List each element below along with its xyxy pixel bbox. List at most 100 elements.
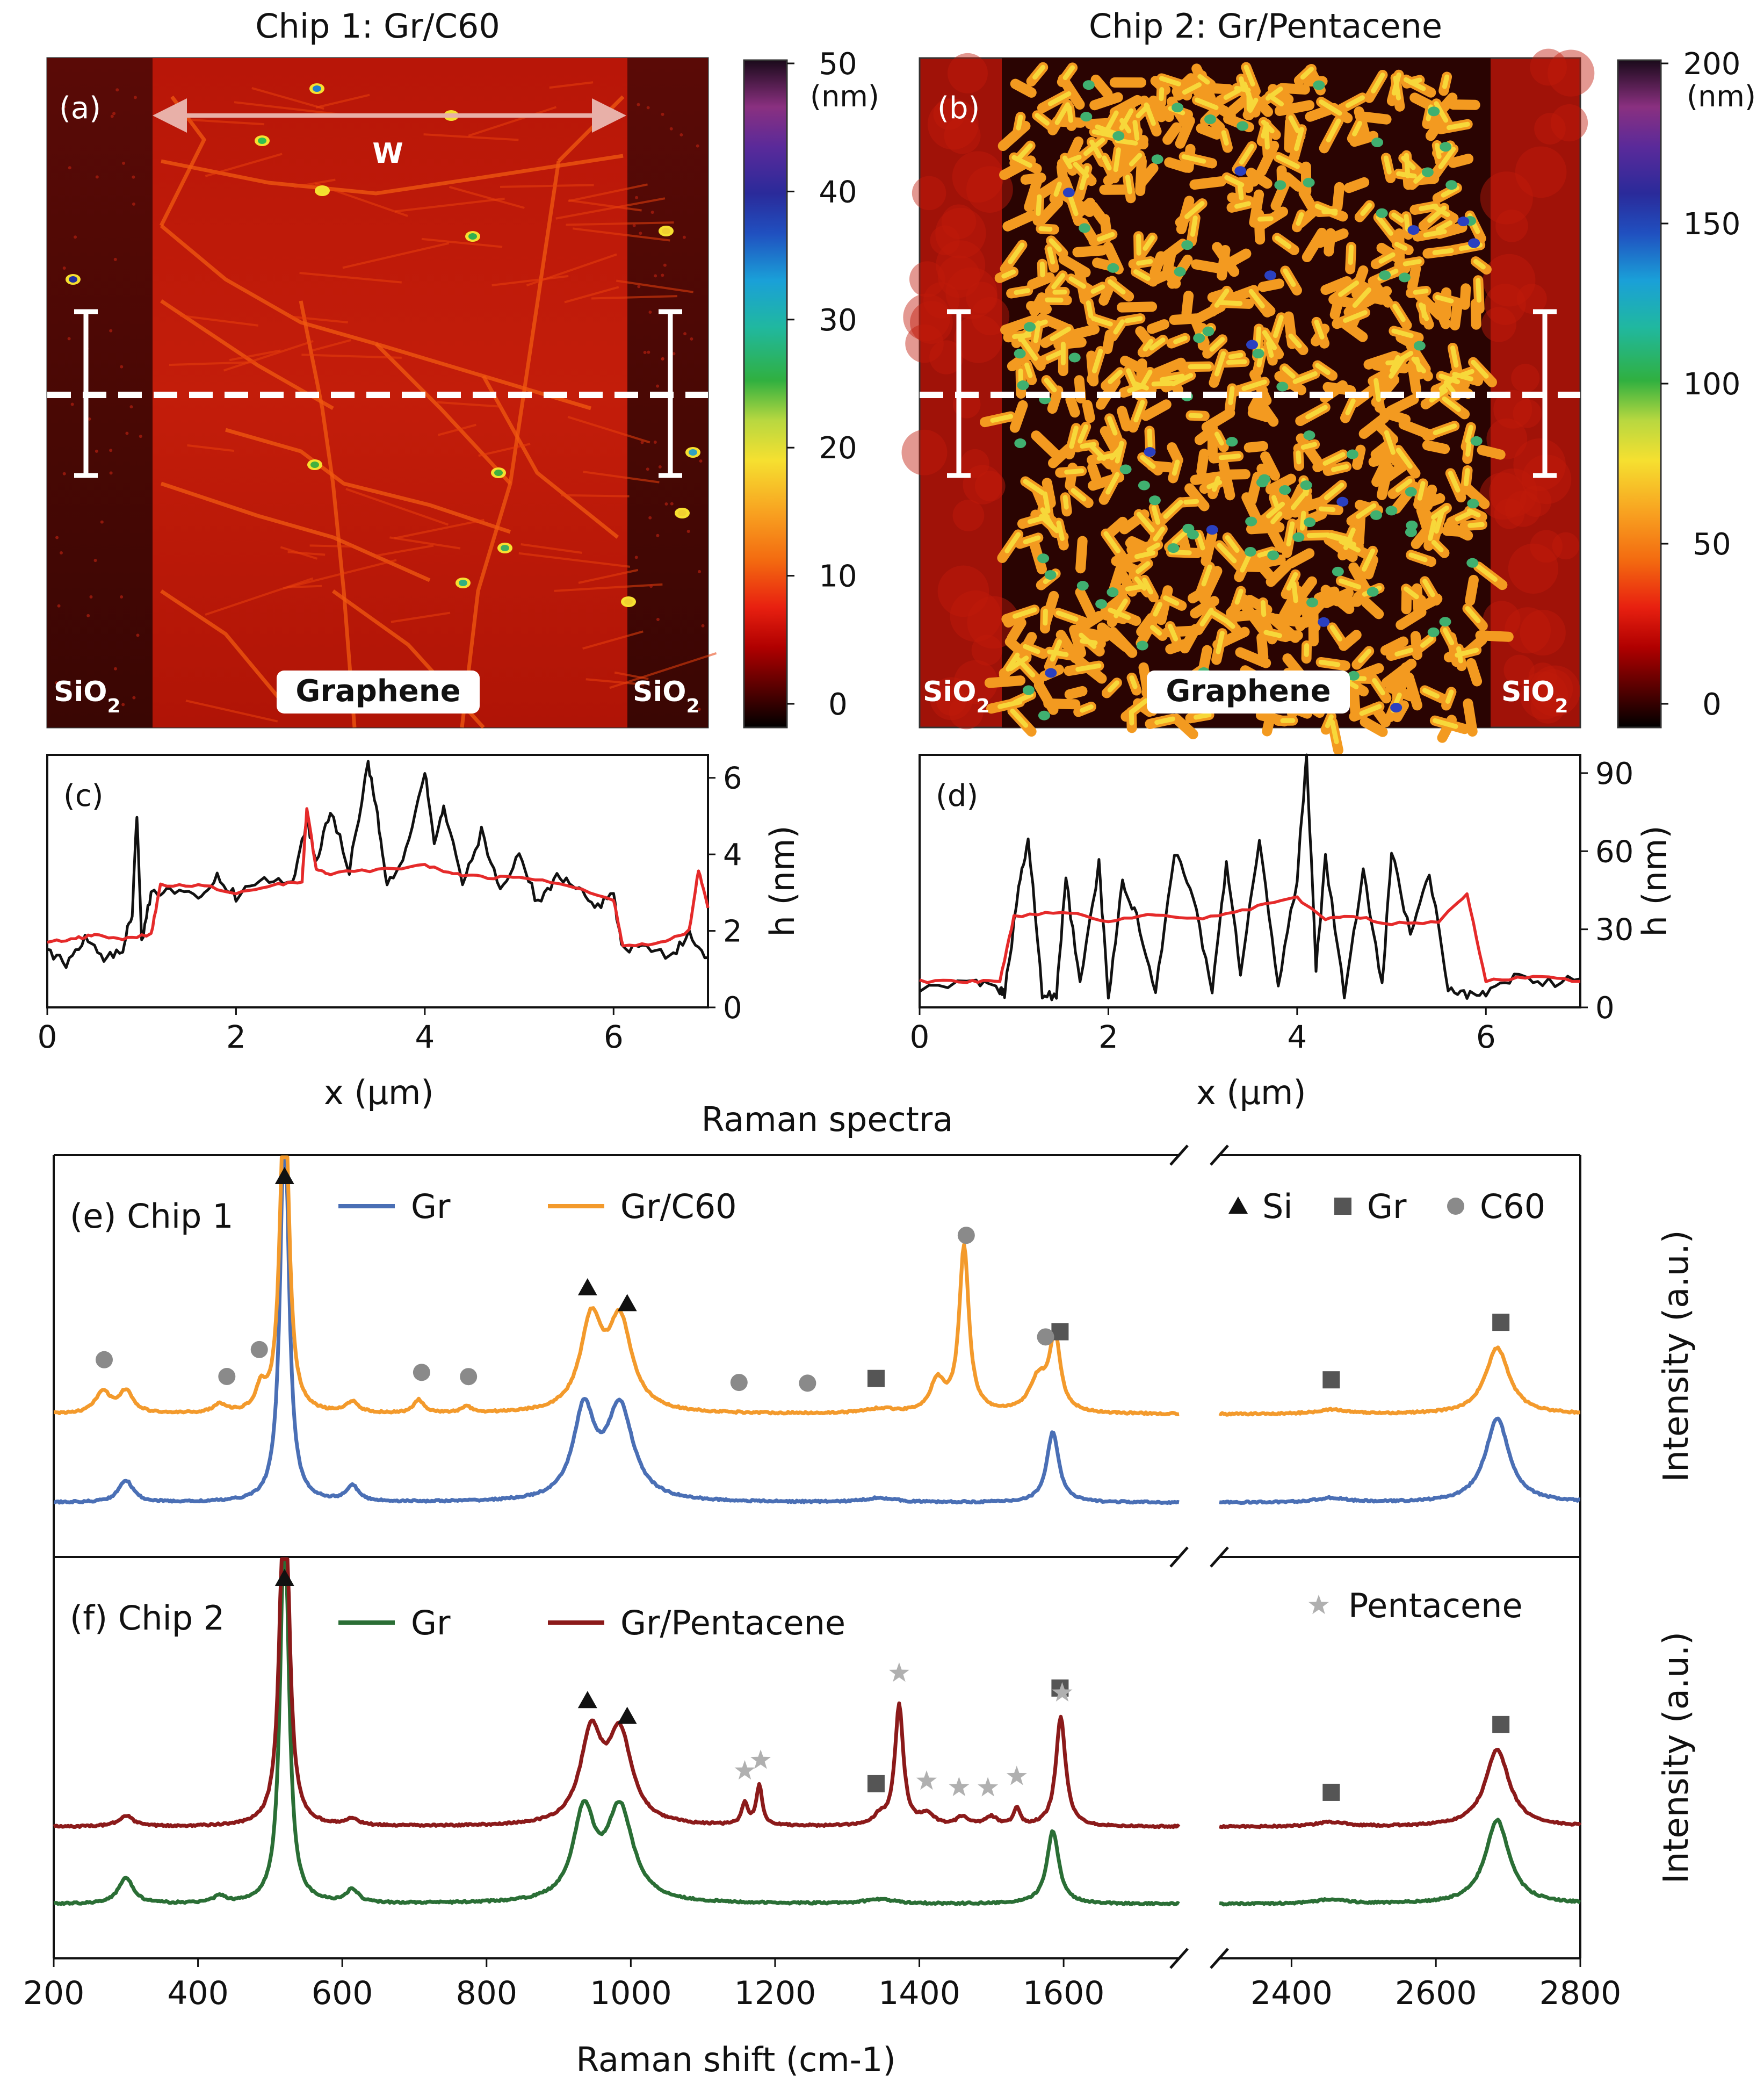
marker-c60 (730, 1374, 748, 1392)
pentacene-top (1140, 455, 1156, 469)
pentacene-grain (1148, 95, 1174, 122)
grain-boundary (160, 481, 431, 582)
black-profile-line (919, 753, 1581, 1001)
pentacene-top (1173, 335, 1188, 344)
pentacene-top (1044, 378, 1057, 393)
afm-a-title: Chip 1: Gr/C60 (255, 6, 500, 46)
pentacene-grain (1007, 617, 1026, 644)
ridge (568, 199, 642, 212)
pentacene-top (1445, 689, 1454, 704)
pentacene-grain (1064, 686, 1088, 700)
Gr-Pentacene-spectrum (53, 1557, 1181, 1829)
ridge (180, 314, 258, 327)
pentacene-grain (1109, 95, 1143, 118)
marker-pentacene (949, 1776, 970, 1797)
pentacene-tall (1076, 581, 1089, 591)
speck (669, 127, 673, 131)
pentacene-top (1218, 453, 1241, 460)
raman-title: Raman spectra (702, 1100, 953, 1139)
sio2-grain (936, 686, 966, 716)
pentacene-grain (1002, 210, 1037, 232)
pentacene-grain (1111, 556, 1140, 575)
pentacene-top (1396, 448, 1413, 469)
pentacene-grain (1343, 177, 1370, 193)
pentacene-top (1296, 212, 1304, 226)
pentacene-tall (1428, 106, 1440, 117)
pentacene-top (1434, 142, 1442, 159)
pentacene-grain (1235, 647, 1271, 668)
pentacene-grain (984, 675, 1026, 688)
pentacene-top (1214, 431, 1224, 446)
afm-a-graphene-badge (277, 671, 480, 714)
pentacene-top (1091, 349, 1103, 373)
sio2-grain (1495, 210, 1528, 242)
pentacene-top (1050, 326, 1071, 342)
speck (682, 235, 686, 239)
pentacene-grain (1024, 172, 1044, 212)
afm-b-title: Chip 2: Gr/Pentacene (1089, 6, 1442, 46)
afm-b-colorbar: 200 150 100 50 0 (1617, 47, 1740, 729)
pentacene-top (1435, 294, 1454, 304)
pentacene-top (1338, 578, 1362, 589)
ridge (389, 536, 461, 550)
speck (95, 175, 99, 179)
panel-label: (c) (63, 779, 103, 813)
pentacene-grain (1181, 291, 1194, 319)
pentacene-top (1248, 289, 1265, 309)
ridge (491, 275, 569, 287)
ridge (582, 630, 644, 650)
marker-c60 (413, 1364, 430, 1381)
ridge (312, 339, 351, 352)
speck (670, 502, 674, 506)
pentacene-tall (1468, 238, 1480, 248)
pentacene-tall (1371, 138, 1384, 148)
pentacene-grain (1190, 596, 1219, 619)
pentacene-top (1237, 182, 1244, 200)
pentacene-tall (1062, 188, 1075, 198)
pentacene-grain (1082, 400, 1095, 423)
pentacene-top (1345, 95, 1365, 108)
pentacene-grain (1156, 585, 1173, 625)
pentacene-grain (1332, 182, 1345, 212)
speck (93, 559, 97, 563)
marker-pentacene (1052, 1682, 1073, 1702)
pentacene-grain (1407, 360, 1421, 395)
pentacene-grain (1194, 424, 1218, 445)
pentacene-top (1146, 542, 1161, 553)
pentacene-top (1288, 115, 1300, 133)
speck (132, 175, 135, 179)
pentacene-top (1300, 442, 1318, 450)
pentacene-top (1326, 118, 1341, 143)
pentacene-top (1362, 548, 1376, 572)
pentacene-top (1438, 146, 1456, 169)
pentacene-top (1372, 678, 1385, 696)
pentacene-grain (1267, 526, 1286, 553)
speck (109, 449, 113, 452)
ridge (449, 185, 525, 209)
red-average-line (919, 892, 1581, 984)
pentacene-top (1089, 139, 1102, 158)
speck (648, 516, 652, 520)
sio2-grain (952, 500, 985, 531)
sio2-grain (947, 53, 988, 93)
marker-si (274, 1167, 294, 1184)
pentacene-grain (1321, 587, 1354, 608)
pentacene-grain (1477, 445, 1506, 460)
pentacene-top (1136, 561, 1151, 574)
pentacene-top (1055, 610, 1079, 622)
pentacene-tall (1068, 352, 1081, 363)
grain-boundary (225, 428, 511, 534)
marker-gr (867, 1370, 885, 1387)
ridge (394, 518, 485, 539)
pentacene-top (1442, 628, 1455, 646)
pentacene-top (1001, 269, 1016, 279)
colorbar-tick-label: 10 (819, 559, 857, 594)
pentacene-top (1326, 533, 1340, 541)
sio2-grain (937, 565, 989, 617)
pentacene-grain (1119, 356, 1148, 375)
sio2-grain (927, 98, 979, 150)
afm-a-graphene-label: Graphene (295, 674, 460, 709)
speck (646, 467, 649, 471)
pentacene-top (1032, 64, 1046, 80)
pentacene-tall (1367, 587, 1379, 597)
